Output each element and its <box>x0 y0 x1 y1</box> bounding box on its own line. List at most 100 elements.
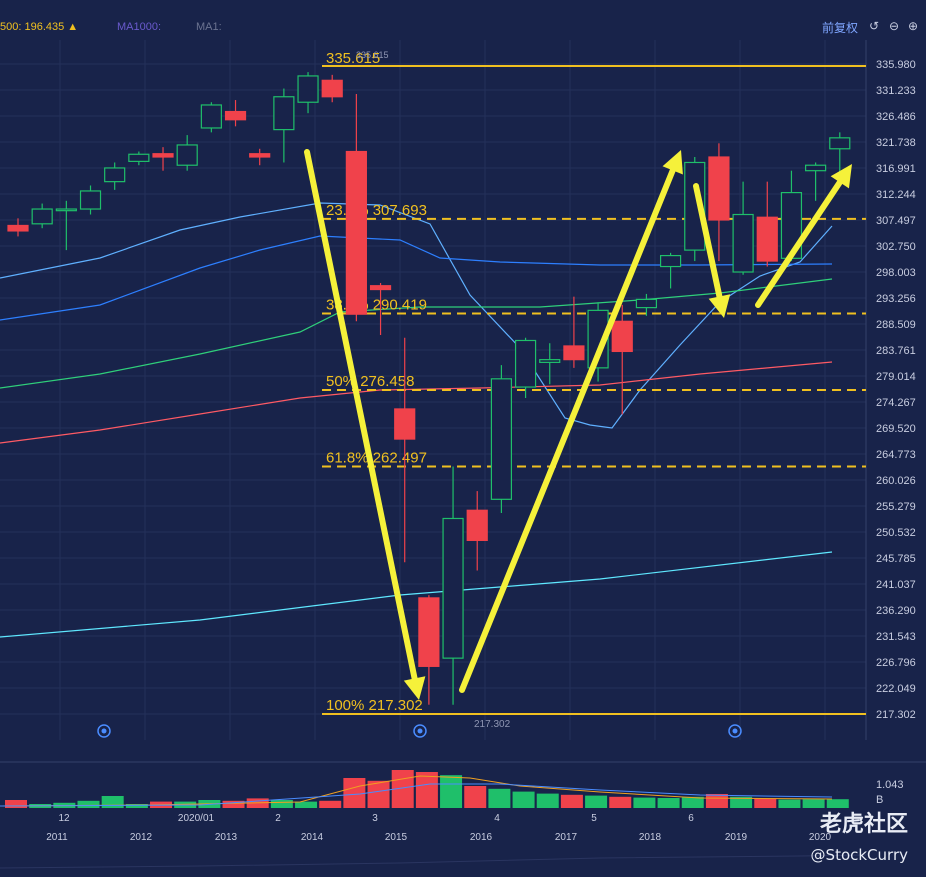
candle-body <box>224 110 247 121</box>
y-axis: 335.980 331.233 326.486 321.738 316.991 312.2… <box>876 59 916 721</box>
trend-arrow-shaft <box>459 167 676 693</box>
candle-body <box>31 208 53 225</box>
volume-bar <box>512 791 535 808</box>
candle-body <box>466 509 488 541</box>
candle-body <box>418 597 440 667</box>
moving-average-lines <box>0 202 833 638</box>
candle-body <box>442 517 464 659</box>
fib-top-label: 335.615 <box>326 50 380 67</box>
trend-arrow-shaft <box>755 179 843 308</box>
fuquan-button[interactable]: 前复权 <box>822 21 859 35</box>
volume-bar <box>730 796 753 808</box>
trend-arrow-shaft <box>304 149 418 682</box>
x-tick-bottom: 2014 <box>301 832 324 843</box>
x-tick-top: 6 <box>688 813 694 824</box>
y-tick-label: 283.761 <box>876 345 916 357</box>
candle-body <box>514 339 537 388</box>
y-tick-label: 245.785 <box>876 553 916 565</box>
y-tick-label: 302.750 <box>876 241 916 253</box>
y-tick-label: 260.026 <box>876 475 916 487</box>
volume-bar <box>464 786 487 808</box>
trend-arrow-head <box>708 294 731 318</box>
trend-arrow-head <box>403 676 426 700</box>
y-tick-label: 279.014 <box>876 371 916 383</box>
candle-body <box>611 320 633 353</box>
x-tick-bottom: 2011 <box>46 832 68 843</box>
x-axis: 12 2020/01 2 3 4 5 6 2011 2012 2013 2014 2015 2016 20… <box>0 813 867 869</box>
y-tick-label: 222.049 <box>876 683 916 695</box>
volume-bar <box>222 800 245 808</box>
x-tick-bottom: 2013 <box>215 832 238 843</box>
fib-level-label: 23.6% 307.693 <box>326 202 427 219</box>
candle-body <box>708 156 730 221</box>
volume-bar <box>778 799 801 808</box>
candle-body <box>128 153 150 162</box>
event-marker-dot <box>732 728 738 734</box>
volume-bar <box>5 800 27 808</box>
x-tick-top: 5 <box>591 813 597 824</box>
x-tick-bottom: 2016 <box>470 832 493 843</box>
ma500-label: 500: 196.435 ▲ <box>0 21 79 33</box>
volume-max-label: 1.043 <box>876 779 904 791</box>
fib-level-label: 61.8% 262.497 <box>326 449 427 466</box>
y-tick-label: 264.773 <box>876 449 916 461</box>
volume-bar <box>101 796 124 808</box>
indicator-bar: 500: 196.435 ▲ MA1000: MA1: 前复权 ↺ ⊖ ⊕ <box>0 0 926 40</box>
volume-bar <box>343 778 366 808</box>
x-tick-bottom: 2020 <box>809 832 832 843</box>
zoom-out-icon[interactable]: ⊖ <box>889 19 900 33</box>
volume-bar <box>802 799 825 808</box>
candle-body <box>152 153 174 158</box>
volume-unit-label: B <box>876 794 883 806</box>
event-marker-dot <box>417 728 423 734</box>
volume-bar <box>440 775 463 808</box>
candle-body <box>369 285 392 291</box>
volume-panel: 1.043 B <box>0 761 926 808</box>
volume-bar <box>633 797 656 808</box>
y-tick-label: 236.290 <box>876 605 916 617</box>
watermark-handle: @StockCurry <box>810 846 908 864</box>
volume-bar <box>367 780 390 808</box>
candle-body <box>732 213 754 273</box>
y-tick-label: 241.037 <box>876 579 916 591</box>
event-marker-icon <box>97 724 111 738</box>
fib-level-label: 50% 276.458 <box>326 373 414 390</box>
candle-body <box>7 224 29 232</box>
x-tick-top: 4 <box>494 813 500 824</box>
trend-arrow-shaft <box>693 183 723 300</box>
x-tick-bottom: 2019 <box>725 832 748 843</box>
x-tick-bottom: 2017 <box>555 832 578 843</box>
y-tick-label: 321.738 <box>876 137 916 149</box>
volume-bar <box>609 796 632 808</box>
volume-bar <box>754 798 777 808</box>
candle-body <box>79 190 102 210</box>
volume-bar <box>415 772 438 808</box>
x-tick-top: 3 <box>372 813 378 824</box>
event-marker-icon <box>728 724 742 738</box>
y-tick-label: 335.980 <box>876 59 916 71</box>
y-tick-label: 316.991 <box>876 163 916 175</box>
volume-bar <box>295 801 318 808</box>
zoom-in-icon[interactable]: ⊕ <box>908 19 919 33</box>
y-tick-label: 331.233 <box>876 85 916 97</box>
y-tick-label: 293.256 <box>876 293 916 305</box>
x-tick-top: 2 <box>275 813 281 824</box>
volume-bar <box>77 800 100 808</box>
y-tick-label: 250.532 <box>876 527 916 539</box>
ma1-label: MA1: <box>196 21 222 33</box>
ma-200-line <box>0 361 833 444</box>
volume-bar <box>560 794 583 808</box>
y-tick-label: 326.486 <box>876 111 916 123</box>
undo-icon[interactable]: ↺ <box>869 19 880 33</box>
low-price-label: 217.302 <box>474 719 511 730</box>
candle-body <box>659 254 682 268</box>
candle-body <box>539 359 561 363</box>
x-tick-top: 12 <box>58 813 70 824</box>
fib-level-label: 100% 217.302 <box>326 697 423 714</box>
y-tick-label: 307.497 <box>876 215 916 227</box>
y-tick-label: 217.302 <box>876 709 916 721</box>
event-marker-icon <box>413 724 427 738</box>
volume-bar <box>488 788 511 808</box>
volume-bar <box>826 799 849 808</box>
